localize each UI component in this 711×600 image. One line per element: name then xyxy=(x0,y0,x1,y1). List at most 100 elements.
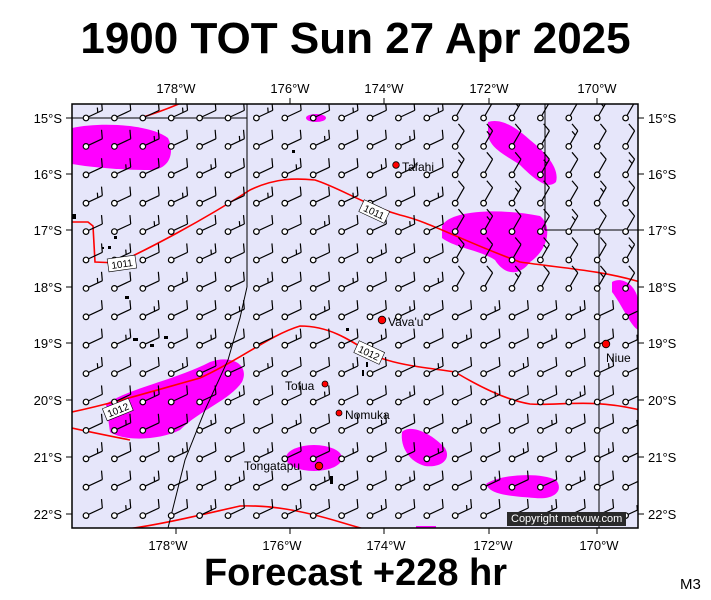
wind-barb xyxy=(537,151,550,179)
map-title: 1900 TOT Sun 27 Apr 2025 xyxy=(80,14,631,63)
wind-barb xyxy=(82,186,103,207)
wind-barb xyxy=(423,214,444,236)
wind-barb xyxy=(480,385,501,406)
wind-barb xyxy=(139,214,160,236)
lon-label-top: 172°W xyxy=(469,81,509,96)
wind-barb xyxy=(167,129,189,150)
wind-barb xyxy=(110,442,132,463)
wind-barb xyxy=(110,129,132,150)
wind-barb xyxy=(451,442,473,463)
wind-barb xyxy=(537,123,550,150)
wind-barb xyxy=(252,158,274,179)
wind-barb xyxy=(167,470,189,491)
wind-barb xyxy=(167,158,189,179)
place-label-tongatapu: Tongatapu xyxy=(244,459,300,473)
wind-barb xyxy=(252,243,274,264)
place-dot xyxy=(321,380,329,388)
wind-barb xyxy=(366,104,387,122)
wind-barb xyxy=(622,334,638,349)
wind-barb xyxy=(395,385,416,406)
wind-barb xyxy=(338,385,359,406)
wind-barb xyxy=(480,123,494,150)
wind-barb xyxy=(366,413,387,434)
lat-label-right: 19°S xyxy=(648,336,677,351)
wind-barb xyxy=(395,442,416,463)
wind-barb xyxy=(167,104,189,122)
wind-barb xyxy=(451,328,473,349)
wind-barb xyxy=(537,442,558,463)
wind-barb xyxy=(139,498,160,519)
wind-barb xyxy=(110,104,132,122)
wind-barb xyxy=(565,237,579,264)
wind-barb xyxy=(224,300,245,321)
wind-barb xyxy=(593,328,615,349)
wind-barb xyxy=(309,385,331,406)
wind-barb xyxy=(423,186,444,207)
lon-label-top: 174°W xyxy=(364,81,404,96)
wind-barb xyxy=(224,214,245,236)
map-frame xyxy=(71,103,639,529)
wind-barb xyxy=(480,237,494,264)
wind-barb xyxy=(252,385,274,406)
lat-label-left: 20°S xyxy=(34,393,63,408)
wind-barb xyxy=(139,385,160,406)
wind-barb xyxy=(139,413,160,434)
wind-barb xyxy=(224,385,245,406)
lat-label-right: 22°S xyxy=(648,507,677,522)
wind-barb xyxy=(338,413,359,434)
axis-ticks xyxy=(66,98,644,534)
lat-label-right: 18°S xyxy=(648,280,677,295)
wind-barb xyxy=(508,470,529,491)
place-labels: Tafahi Vava'u Niue Tofua Nomuka Tongatap… xyxy=(244,160,631,473)
island xyxy=(164,336,168,339)
lon-label-bottom: 172°W xyxy=(473,538,513,553)
wind-barb xyxy=(366,271,387,292)
wind-barb xyxy=(395,158,416,179)
wind-barb xyxy=(622,265,636,292)
lat-label-right: 21°S xyxy=(648,450,677,465)
wind-barb xyxy=(252,129,274,150)
isobar-line xyxy=(128,505,364,528)
island xyxy=(330,476,333,484)
wind-barb xyxy=(366,498,387,519)
wind-barb xyxy=(338,186,359,207)
wind-barb xyxy=(508,237,522,264)
wind-barb xyxy=(423,300,444,321)
wind-barb xyxy=(309,300,331,321)
wind-barb xyxy=(423,442,444,463)
wind-barb xyxy=(480,300,501,321)
lat-label-right: 20°S xyxy=(648,393,677,408)
wind-barb xyxy=(309,413,331,434)
wind-barb xyxy=(224,442,245,463)
wind-barb xyxy=(423,413,444,434)
wind-barb xyxy=(82,356,103,378)
rain-area xyxy=(401,428,448,467)
wind-barb xyxy=(338,104,359,122)
wind-barb xyxy=(252,356,274,378)
wind-barb xyxy=(281,129,302,150)
wind-barbs xyxy=(82,104,638,519)
wind-barb xyxy=(110,470,132,491)
wind-barb xyxy=(281,470,302,491)
wind-barb xyxy=(224,328,245,349)
wind-barb xyxy=(593,413,615,434)
wind-barb xyxy=(224,413,245,434)
wind-barb xyxy=(338,328,359,349)
wind-barb xyxy=(82,158,103,179)
wind-barb xyxy=(281,356,302,378)
lat-label-right: 15°S xyxy=(648,111,677,126)
wind-barb xyxy=(537,208,550,236)
wind-barb xyxy=(622,395,638,406)
wind-barb xyxy=(110,158,132,179)
wind-barb xyxy=(196,328,217,349)
wind-barb xyxy=(281,442,302,463)
wind-barb xyxy=(224,470,245,491)
wind-barb xyxy=(224,356,245,378)
wind-barb xyxy=(508,151,522,179)
place-markers xyxy=(314,161,611,471)
wind-barb xyxy=(395,356,416,378)
wind-barb xyxy=(395,243,416,264)
wind-barb xyxy=(565,470,586,491)
wind-barb xyxy=(537,300,558,321)
